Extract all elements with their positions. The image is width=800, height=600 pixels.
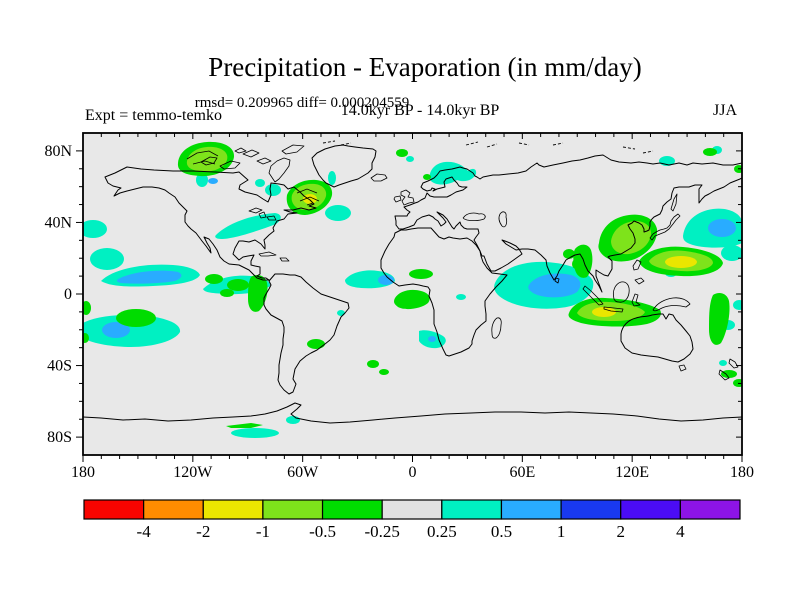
tick-label: -4 — [137, 522, 152, 541]
tick-label: 80S — [47, 429, 72, 446]
tick-label: 180 — [71, 464, 95, 481]
tick-label: 0 — [409, 464, 417, 481]
colorbar-segment — [441, 499, 503, 520]
colorbar-segment — [560, 499, 622, 520]
colorbar-segment — [381, 499, 443, 520]
colorbar-segment — [83, 499, 145, 520]
tick-label: -0.5 — [309, 522, 336, 541]
colorbar-segment — [321, 499, 383, 520]
contour-lines — [186, 150, 320, 206]
tick-label: 40N — [44, 214, 72, 231]
experiment-label: Expt = temmo-temko — [85, 107, 222, 124]
tick-label: 40S — [47, 358, 72, 375]
tick-label: -1 — [256, 522, 270, 541]
period-label: 14.0kyr BP - 14.0kyr BP — [340, 102, 500, 119]
tick-label: 120W — [173, 464, 213, 481]
colorbar-segment — [262, 499, 324, 520]
colorbar-segment — [620, 499, 681, 520]
tick-label: -0.25 — [364, 522, 399, 541]
tick-label: 1 — [557, 522, 566, 541]
colorbar-segment — [679, 499, 741, 520]
colorbar-segment — [143, 499, 204, 520]
tick-label: 2 — [616, 522, 625, 541]
tick-label: 4 — [676, 522, 685, 541]
tick-label: 0.25 — [427, 522, 457, 541]
colorbar: -4 -2 -1 -0.5 -0.25 0.25 0.5 1 2 4 — [83, 499, 741, 541]
tick-label: 120E — [615, 464, 649, 481]
tick-label: -2 — [196, 522, 210, 541]
tick-label: 80N — [44, 143, 72, 160]
tick-label: 0.5 — [491, 522, 512, 541]
world-map — [83, 133, 742, 455]
axis-ticks — [76, 133, 743, 462]
axis-tick-labels: 180 120W 60W 0 60E 120E 180 80N 40N 0 40S 80S — [44, 143, 754, 481]
coastlines — [83, 140, 742, 424]
tick-label: 0 — [64, 286, 72, 303]
colorbar-segment — [500, 499, 562, 520]
tick-label: 180 — [730, 464, 754, 481]
colorbar-segment — [202, 499, 264, 520]
rmsd-diff-stats: rmsd= 0.209965 diff= 0.000204559 — [194, 95, 410, 111]
tick-label: 60E — [509, 464, 535, 481]
season-label: JJA — [712, 102, 737, 119]
chart-title: Precipitation - Evaporation (in mm/day) — [208, 52, 642, 82]
tick-label: 60W — [287, 464, 319, 481]
